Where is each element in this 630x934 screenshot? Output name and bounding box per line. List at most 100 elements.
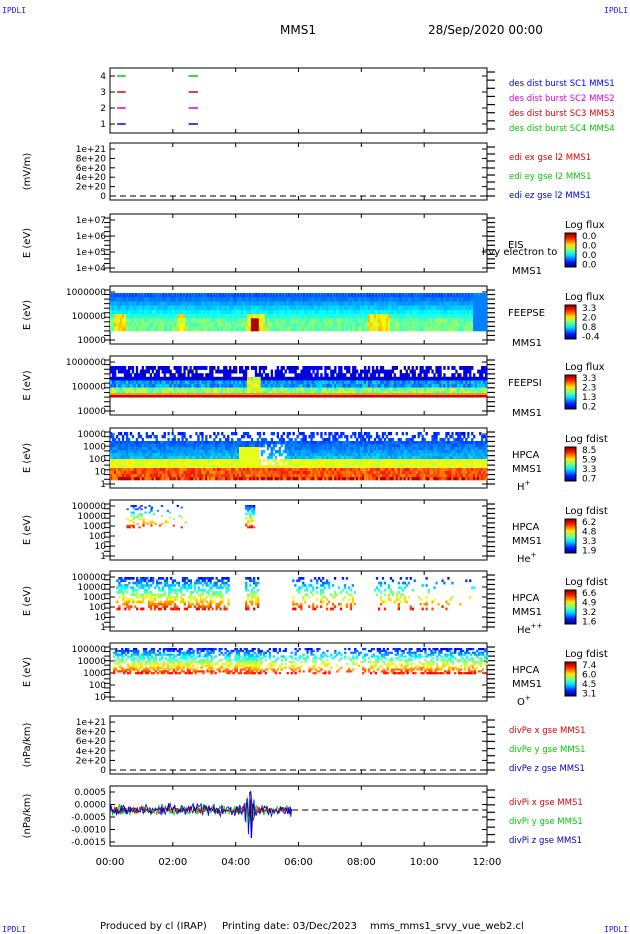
spectrogram-cell [145,456,148,460]
spectrogram-cell [367,393,371,396]
spectrogram-cell [237,468,240,472]
spectrogram-cell [328,314,331,319]
spectrogram-cell [254,387,258,392]
spectrogram-cell [320,380,323,385]
spectrogram-cell [219,438,222,442]
spectrogram-cell [477,395,480,398]
spectrogram-cell [244,393,248,396]
spectrogram-cell [227,471,230,475]
spectrogram-cell [201,474,204,478]
spectrogram-cell [223,435,226,439]
spectrogram-cell [459,326,462,332]
spectrogram-cell [229,441,232,445]
spectrogram-cell [229,444,232,448]
spectrogram-cell [324,373,327,378]
spectrogram-cell [197,474,200,478]
colorbar-title-hpca_h: Log fdist [565,434,608,445]
spectrogram-cell [195,471,198,475]
spectrogram-cell [310,301,313,306]
spectrogram-cell [145,459,148,463]
spectrogram-cell [131,465,135,469]
spectrogram-cell [423,393,426,396]
spectrogram-cell [191,326,194,332]
spectrogram-cell [201,447,204,451]
colorbar-eis [564,232,577,268]
spectrogram-cell [213,393,216,396]
spectrogram-cell [201,318,204,323]
spectrogram-cell [157,441,160,445]
spectrogram-cell [469,293,472,298]
spectrogram-cell [481,395,484,398]
spectrogram-cell [149,309,152,315]
spectrogram-cell [123,465,127,469]
spectrogram-cell [211,465,214,469]
spectrogram-cell [127,465,131,469]
spectrogram-cell [298,395,301,398]
spectrogram-cell [171,380,174,385]
spectrogram-cell [114,477,117,481]
spectrogram-cell [304,309,307,315]
spectrogram-cell [181,297,184,302]
spectrogram-cell [143,369,146,374]
spectrogram-cell [209,376,212,381]
spectrogram-cell [350,387,353,392]
spectrogram-cell [211,474,214,478]
spectrogram-cell [242,393,246,396]
spectrogram-cell [185,447,188,451]
spectrogram-cell [217,447,220,451]
spectrogram-cell [219,393,222,396]
spectrogram-cell [139,462,143,466]
spectrogram-cell [294,293,297,298]
spectrogram-cell [429,384,432,388]
spectrogram-cell [248,318,252,323]
spectrogram-cell [147,456,150,460]
spectrogram-cell [151,314,154,319]
spectrogram-cell [187,384,190,388]
spectrogram-cell [165,309,168,315]
spectrogram-cell [369,393,373,396]
spectrogram-cell [159,301,162,306]
spectrogram-cell [421,297,424,302]
spectrogram-cell [191,318,194,323]
colorbar-tick: 8.5 [582,446,596,456]
spectrogram-cell [467,305,470,311]
spectrogram-cell [387,314,391,319]
spectrogram-cell [433,387,436,392]
spectrogram-cell [393,326,396,332]
spectrogram-cell [209,380,212,385]
spectrogram-cell [258,293,262,298]
spectrogram-cell [114,459,117,463]
spectrogram-cell [252,318,256,323]
spectrogram-cell [239,462,242,466]
spectrogram-cell [213,462,216,466]
spectrogram-cell [195,305,198,311]
spectrogram-cell [215,376,218,381]
spectrogram-cell [435,384,438,388]
spectrogram-cell [241,322,244,328]
spectrogram-cell [112,309,115,315]
spectrogram-cell [242,384,246,388]
spectrogram-cell [133,326,137,332]
spectrogram-cell [397,380,400,385]
spectrogram-cell [290,387,293,392]
spectrogram-cell [121,376,125,381]
spectrogram-cell [112,456,115,460]
spectrogram-cell [116,387,119,392]
spectrogram-cell [143,462,146,466]
spectrogram-cell [330,318,333,323]
spectrogram-cell [411,369,414,374]
spectrogram-cell [129,432,133,436]
spectrogram-cell [125,441,129,445]
spectrogram-cell [405,384,408,388]
spectrogram-cell [123,459,127,463]
spectrogram-cell [229,456,232,460]
spectrogram-cell [401,380,404,385]
spectrogram-cell [435,297,438,302]
spectrogram-cell [282,326,285,332]
spectrogram-cell [181,450,184,454]
spectrogram-cell [332,326,335,332]
spectrogram-cell [441,376,444,381]
spectrogram-cell [367,387,371,392]
spectrogram-cell [123,326,127,332]
spectrogram-cell [141,444,144,448]
